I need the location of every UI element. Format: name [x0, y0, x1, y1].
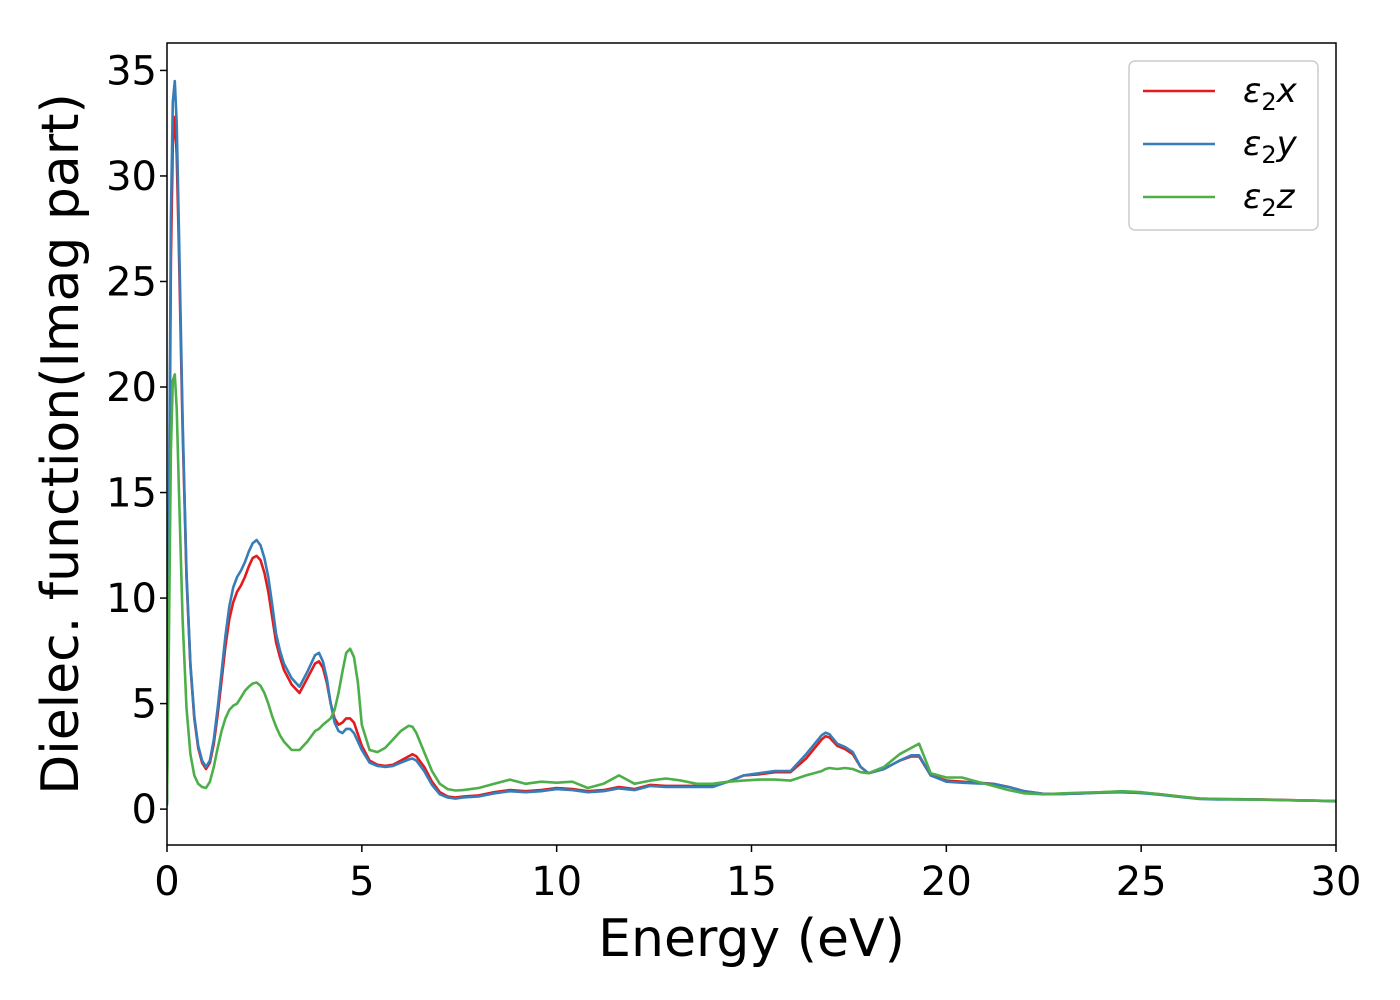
- x-tick-label: 25: [1116, 859, 1167, 905]
- legend-label-y: ε2y: [1243, 124, 1298, 169]
- legend-label-z: ε2z: [1243, 177, 1296, 222]
- legend-label-x: ε2x: [1243, 71, 1298, 116]
- y-tick-label: 35: [106, 48, 157, 94]
- series-line-y: [167, 79, 1336, 805]
- y-tick-label: 10: [106, 576, 157, 622]
- y-tick-label: 0: [132, 787, 157, 833]
- x-tick-label: 20: [921, 859, 972, 905]
- series-layer: [167, 79, 1336, 807]
- y-tick-label: 25: [106, 259, 157, 305]
- x-tick-label: 5: [349, 859, 374, 905]
- ticks-layer: 0 5 10 15 20 25 30 0 5 10 15 20 25 30 35: [106, 48, 1361, 905]
- x-tick-label: 30: [1311, 859, 1362, 905]
- y-tick-label: 15: [106, 471, 157, 517]
- series-line-z: [167, 373, 1336, 807]
- y-tick-label: 20: [106, 365, 157, 411]
- y-axis-label: Dielec. function(Imag part): [31, 93, 91, 795]
- legend-box: [1128, 60, 1319, 231]
- y-tick-label: 30: [106, 154, 157, 200]
- y-tick-label: 5: [132, 682, 157, 728]
- legend: ε2x ε2y ε2z: [1128, 60, 1319, 231]
- x-tick-label: 10: [531, 859, 582, 905]
- x-tick-label: 0: [154, 859, 179, 905]
- x-tick-label: 15: [726, 859, 777, 905]
- x-axis-label: Energy (eV): [598, 909, 905, 969]
